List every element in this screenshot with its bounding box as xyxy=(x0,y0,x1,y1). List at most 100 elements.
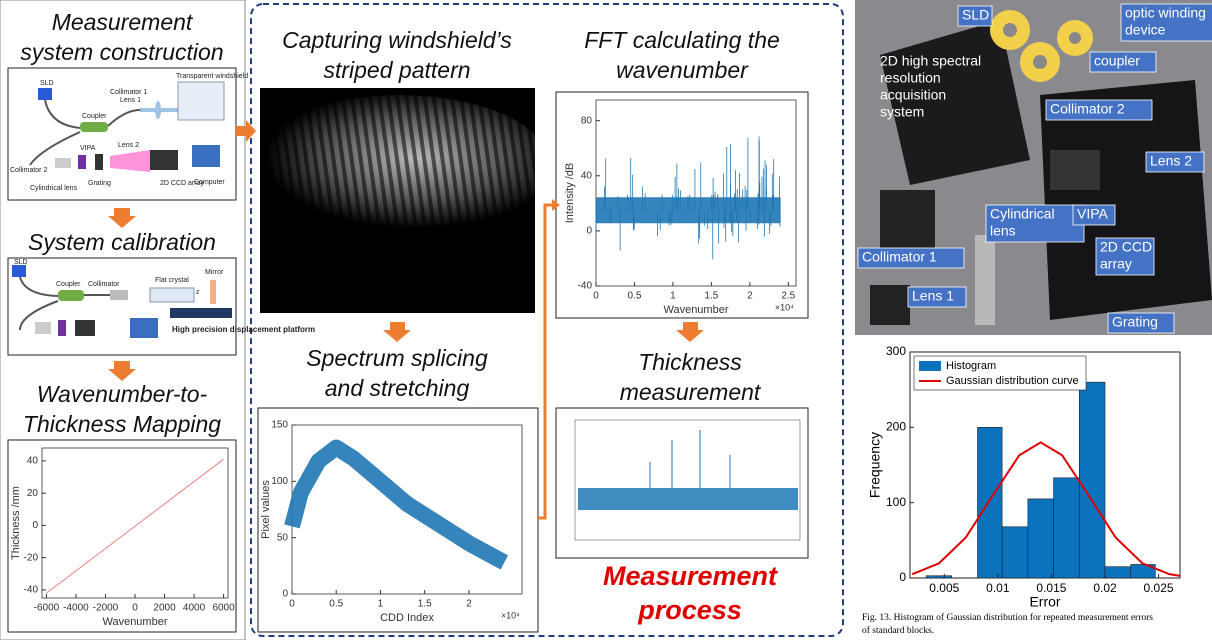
x-tick-label: -4000 xyxy=(63,603,89,614)
x-tick-label: 1 xyxy=(378,599,384,610)
stripe-image xyxy=(260,88,535,313)
diagram-label: High precision displacement platform xyxy=(172,325,315,334)
y-tick-label: 50 xyxy=(277,532,289,543)
y-tick-label: 0 xyxy=(586,226,592,237)
arrow xyxy=(108,361,136,381)
arrow xyxy=(108,208,136,228)
x-tick-label: 2.5 xyxy=(781,291,795,302)
histogram-bar xyxy=(1027,498,1054,579)
arrow xyxy=(236,120,256,142)
step-title: Measurement xyxy=(52,9,194,35)
photo-label: Lens 1 xyxy=(912,288,954,304)
y-tick-label: -40 xyxy=(24,585,39,596)
step-title: system construction xyxy=(20,39,223,65)
y-tick-label: 0 xyxy=(282,589,288,600)
gaussian-curve xyxy=(911,441,1181,577)
thickness-plot-drawing xyxy=(574,419,801,541)
y-tick-label: 0 xyxy=(899,570,906,584)
label-box xyxy=(1095,237,1155,276)
caption: of standard blocks. xyxy=(862,625,934,636)
thickness-plot xyxy=(555,407,809,559)
x-axis-label: CDD Index xyxy=(380,612,434,624)
label-box xyxy=(957,5,993,27)
histogram-bar xyxy=(1053,477,1080,579)
x-tick-label: 1 xyxy=(670,291,676,302)
x-tick-label: 0.015 xyxy=(1036,581,1066,595)
y-axis-label: Frequency xyxy=(867,432,883,498)
step-title: FFT calculating the xyxy=(584,27,780,53)
label-box xyxy=(857,247,965,269)
y-tick-label: -20 xyxy=(24,552,39,563)
label-box xyxy=(1120,3,1212,42)
photo-label: lens xyxy=(990,223,1016,239)
calibration-diagram xyxy=(7,257,237,356)
diagram-label: Flat crystal xyxy=(155,277,189,284)
legend-box xyxy=(913,355,1087,391)
diagram-label: VIPA xyxy=(80,145,96,152)
plot-area xyxy=(595,99,797,287)
x-tick-label: 0.02 xyxy=(1093,581,1117,595)
caption: Fig. 13. Histogram of Gaussian distribut… xyxy=(862,612,1153,623)
photo-label: array xyxy=(1100,256,1132,272)
diagram-label: Grating xyxy=(88,180,111,187)
label-box xyxy=(1089,51,1157,73)
legend-label: Gaussian distribution curve xyxy=(946,375,1079,387)
diagram-label: Collimator 2 xyxy=(10,167,47,174)
y-tick-label: 40 xyxy=(581,170,593,181)
label-box xyxy=(1072,204,1116,226)
x-tick-label: 0.01 xyxy=(986,581,1010,595)
arrow xyxy=(383,322,411,342)
histogram-bar xyxy=(1104,566,1132,579)
photo-label: acquisition xyxy=(880,87,946,103)
y-tick-label: 20 xyxy=(27,488,39,499)
photo-label: 2D CCD xyxy=(1100,239,1152,255)
step-title: striped pattern xyxy=(323,57,470,83)
diagram-label: Collimator xyxy=(88,281,120,288)
diagram-label: Coupler xyxy=(82,113,107,120)
x-tick-label: 0.025 xyxy=(1144,581,1174,595)
photo-label: Cylindrical xyxy=(990,206,1055,222)
step-title: Capturing windshield’s xyxy=(282,27,512,53)
label-box xyxy=(985,204,1085,243)
calibration-drawing xyxy=(12,265,232,338)
y-tick-label: 100 xyxy=(271,476,288,487)
mapping-line xyxy=(46,458,224,594)
y-tick-label: 80 xyxy=(581,115,593,126)
x-tick-label: 1.5 xyxy=(704,291,718,302)
y-tick-label: 150 xyxy=(271,420,288,431)
y-axis-label: Pixel values xyxy=(260,480,272,539)
x-tick-label: 2000 xyxy=(153,603,176,614)
diagram-label: Lens 1 xyxy=(120,97,141,104)
legend-label: Histogram xyxy=(946,360,996,372)
diagram-label: 2D CCD array xyxy=(160,180,204,187)
process-frame xyxy=(250,3,844,637)
axis-exponent: ×10⁴ xyxy=(501,610,520,620)
process-label: Measurement xyxy=(603,561,778,591)
histogram-bar xyxy=(1078,381,1106,579)
y-tick-label: 40 xyxy=(27,456,39,467)
process-label: process xyxy=(637,595,742,625)
optics-drawing xyxy=(29,81,225,172)
y-tick-label: 300 xyxy=(886,344,906,358)
y-tick-label: 200 xyxy=(886,420,906,434)
x-tick-label: 1.5 xyxy=(418,599,432,610)
diagram-label: Coupler xyxy=(56,281,81,288)
step-title: and stretching xyxy=(325,375,470,401)
diagram-label: Cylindrical lens xyxy=(30,185,78,192)
photo-label: SLD xyxy=(962,7,989,23)
y-axis-label: Intensity /dB xyxy=(564,163,576,224)
photo-label: 2D high spectral xyxy=(880,53,981,69)
spectrum-band xyxy=(284,439,509,570)
spectrum-plot xyxy=(257,407,539,633)
x-tick-label: 6000 xyxy=(212,603,235,614)
x-axis-label: Error xyxy=(1029,594,1060,610)
axis-exponent: ×10⁴ xyxy=(775,302,794,312)
step-title: wavenumber xyxy=(616,57,749,83)
x-tick-label: 4000 xyxy=(183,603,206,614)
diagram-label: Mirror xyxy=(205,269,224,276)
y-tick-label: 0 xyxy=(32,520,38,531)
photo-label: resolution xyxy=(880,70,941,86)
diagram-label: Lens 2 xyxy=(118,142,139,149)
photo-label: Collimator 1 xyxy=(862,249,937,265)
